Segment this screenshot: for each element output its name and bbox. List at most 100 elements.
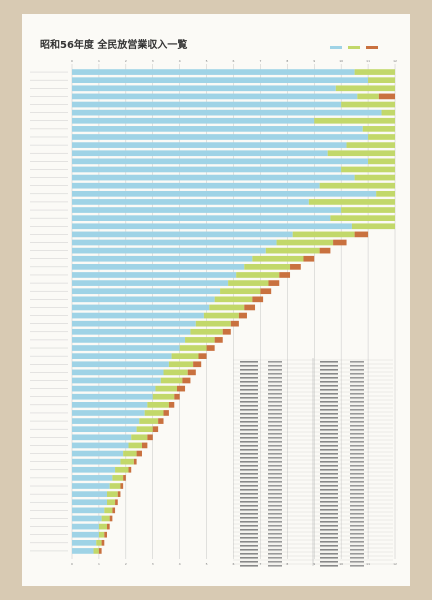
bar-segment xyxy=(139,418,159,424)
bar-segment xyxy=(93,548,99,554)
bar-segment xyxy=(72,85,336,92)
table-text xyxy=(350,425,364,427)
bar-segment xyxy=(174,393,180,400)
table-text xyxy=(350,405,364,407)
bar-segment xyxy=(206,345,215,351)
bar-segment xyxy=(308,199,395,205)
table-text xyxy=(320,445,338,447)
bar-segment xyxy=(72,304,210,311)
table-text xyxy=(240,429,258,431)
table-text xyxy=(320,393,338,395)
bar-segment xyxy=(357,93,379,100)
table-text xyxy=(240,369,258,371)
table-text xyxy=(268,509,282,511)
bar-segment xyxy=(72,199,309,205)
table-text xyxy=(240,461,258,463)
table-text xyxy=(320,565,338,567)
bar-segment xyxy=(72,320,196,327)
table-text xyxy=(320,489,338,491)
bar-segment xyxy=(179,345,207,351)
table-text xyxy=(240,485,258,487)
bar-segment xyxy=(72,548,94,554)
table-text xyxy=(350,457,364,459)
bar-segment xyxy=(72,491,107,497)
table-text xyxy=(320,497,338,499)
table-text xyxy=(350,445,364,447)
table-text xyxy=(268,521,282,523)
table-text xyxy=(320,549,338,551)
bar-segment xyxy=(123,450,137,457)
table-text xyxy=(268,449,282,451)
table-text xyxy=(350,465,364,467)
bar-segment xyxy=(72,69,355,75)
x-tick-label: 6 xyxy=(233,59,235,63)
bar-segment xyxy=(101,515,110,522)
table-text xyxy=(268,501,282,503)
bar-segment xyxy=(354,231,369,238)
bar-segment xyxy=(354,69,395,75)
bar-segment xyxy=(72,239,277,246)
legend-swatch xyxy=(366,46,378,49)
table-text xyxy=(350,397,364,399)
table-text xyxy=(240,553,258,555)
table-text xyxy=(320,437,338,439)
bar-segment xyxy=(72,215,331,221)
bar-segment xyxy=(378,93,395,100)
table-text xyxy=(350,433,364,435)
table-text xyxy=(268,485,282,487)
table-text xyxy=(268,541,282,543)
bar-segment xyxy=(292,231,355,238)
table-text xyxy=(320,429,338,431)
bar-segment xyxy=(244,304,256,311)
legend-swatch xyxy=(330,46,342,49)
bar-segment xyxy=(120,483,124,489)
bar-segment xyxy=(144,410,164,416)
table-text xyxy=(320,413,338,415)
table-text xyxy=(350,493,364,495)
bar-segment xyxy=(319,247,331,254)
bar-segment xyxy=(72,353,172,359)
table-text xyxy=(350,549,364,551)
table-text xyxy=(268,445,282,447)
table-text xyxy=(240,517,258,519)
bar-segment xyxy=(72,126,363,132)
bar-segment xyxy=(72,393,153,400)
table-text xyxy=(240,441,258,443)
bar-segment xyxy=(260,288,272,295)
bar-segment xyxy=(176,385,186,392)
bar-segment xyxy=(101,539,105,546)
table-text xyxy=(268,385,282,387)
table-text xyxy=(240,509,258,511)
bar-segment xyxy=(109,515,113,522)
bar-segment xyxy=(120,458,134,465)
x-tick-label: 9 xyxy=(313,562,315,566)
table-text xyxy=(320,369,338,371)
table-text xyxy=(320,449,338,451)
table-text xyxy=(240,505,258,507)
table-text xyxy=(268,433,282,435)
table-text xyxy=(320,541,338,543)
bar-segment xyxy=(72,450,124,457)
table-text xyxy=(240,549,258,551)
bar-segment xyxy=(303,255,315,262)
table-text xyxy=(350,477,364,479)
bar-segment xyxy=(72,434,132,441)
table-text xyxy=(350,529,364,531)
table-text xyxy=(350,501,364,503)
bar-segment xyxy=(72,531,99,538)
x-tick-label: 5 xyxy=(206,562,208,566)
bar-segment xyxy=(376,190,395,197)
bar-segment xyxy=(72,328,191,335)
table-text xyxy=(350,417,364,419)
bar-segment xyxy=(362,126,395,132)
bar-segment xyxy=(72,466,116,473)
table-text xyxy=(268,369,282,371)
table-text xyxy=(240,381,258,383)
bar-segment xyxy=(314,117,395,124)
bar-segment xyxy=(252,255,304,262)
bar-segment xyxy=(193,361,202,368)
bar-segment xyxy=(72,264,245,270)
table-text xyxy=(268,517,282,519)
table-text xyxy=(320,373,338,375)
